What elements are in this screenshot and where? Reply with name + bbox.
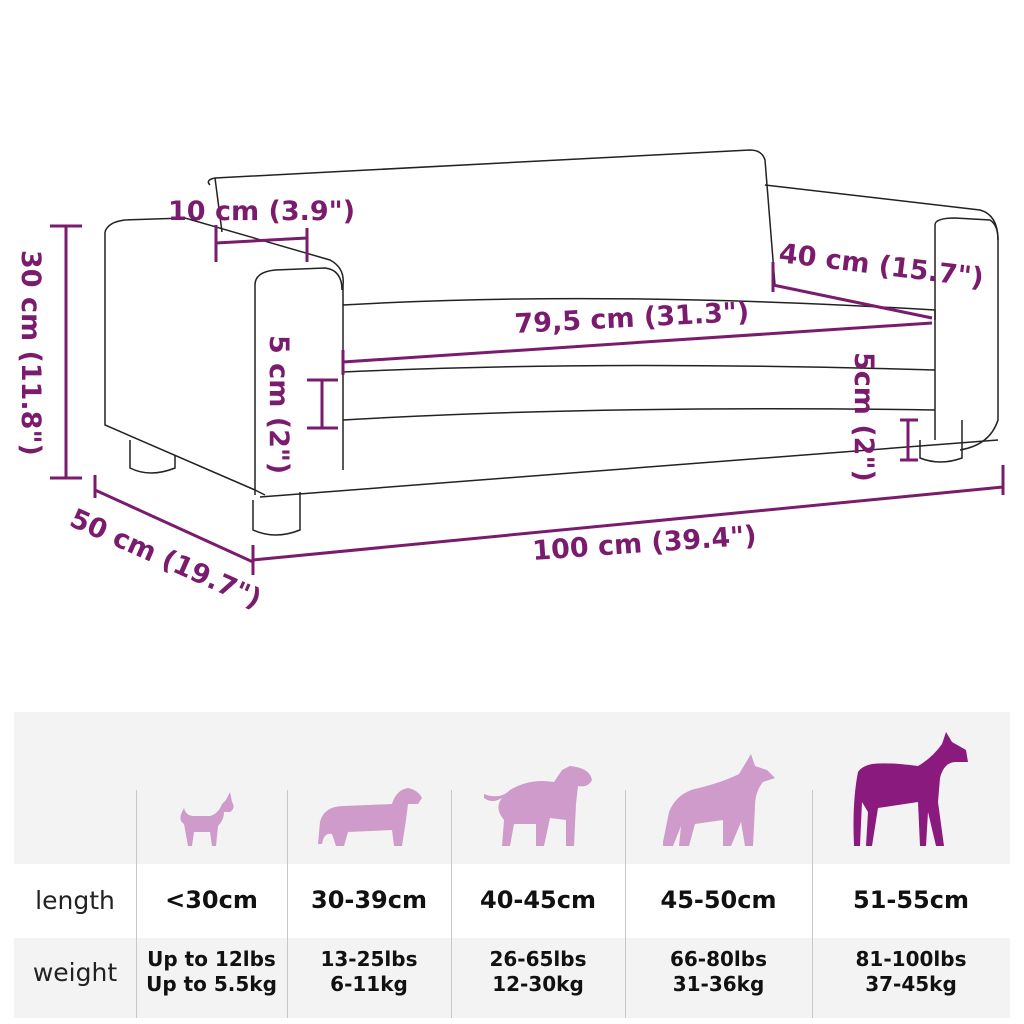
great-dane-icon — [853, 732, 968, 846]
weight-kg: 37-45kg — [865, 972, 957, 996]
weight-cell: Up to 12lbs Up to 5.5kg — [136, 947, 287, 997]
dimension-lines — [50, 224, 1005, 575]
bull-terrier-icon — [484, 766, 592, 846]
weight-cell: 81-100lbs 37-45kg — [812, 947, 1010, 997]
weight-cell: 66-80lbs 31-36kg — [625, 947, 812, 997]
chihuahua-icon — [180, 792, 234, 846]
weight-kg: 6-11kg — [330, 972, 408, 996]
dachshund-icon — [318, 788, 422, 846]
length-cell: 40-45cm — [480, 886, 596, 914]
width-label: 100 cm (39.4") — [531, 520, 757, 567]
weight-cell: 26-65lbs 12-30kg — [451, 947, 625, 997]
weight-lbs: 26-65lbs — [489, 947, 587, 971]
weight-lbs: Up to 12lbs — [147, 947, 276, 971]
column-divider — [287, 790, 288, 1018]
length-row — [14, 864, 1010, 938]
sofa-dimension-drawing: 10 cm (3.9") 40 cm (15.7") 79,5 cm (31.3… — [15, 149, 1005, 615]
seat-depth-label: 40 cm (15.7") — [777, 238, 985, 294]
length-cell: 30-39cm — [311, 886, 427, 914]
column-divider — [625, 790, 626, 1018]
length-cell: <30cm — [165, 886, 258, 914]
column-divider — [451, 790, 452, 1018]
weight-kg: Up to 5.5kg — [146, 972, 277, 996]
height-label: 30 cm (11.8") — [15, 250, 46, 456]
leg-height-label: 5cm (2") — [848, 352, 879, 482]
weight-kg: 31-36kg — [672, 972, 765, 996]
cushion-thickness-label: 5 cm (2") — [263, 335, 294, 474]
column-divider — [812, 790, 813, 1018]
back-thickness-label: 10 cm (3.9") — [168, 196, 355, 227]
length-cell: 45-50cm — [660, 886, 777, 914]
shepherd-icon — [663, 754, 775, 846]
weight-cell: 13-25lbs 6-11kg — [287, 947, 451, 997]
seat-width-label: 79,5 cm (31.3") — [514, 297, 750, 340]
column-divider — [136, 790, 137, 1018]
weight-lbs: 81-100lbs — [855, 947, 967, 971]
weight-lbs: 66-80lbs — [669, 947, 768, 971]
length-cell: 51-55cm — [853, 886, 969, 914]
weight-lbs: 13-25lbs — [320, 947, 418, 971]
depth-label: 50 cm (19.7") — [65, 503, 266, 615]
sofa-outline — [104, 149, 999, 536]
dog-size-table: length weight <30cm 30-39cm 40-45cm 45-5… — [14, 712, 1010, 1018]
weight-row-label: weight — [32, 958, 118, 987]
weight-kg: 12-30kg — [492, 972, 584, 996]
length-row-label: length — [35, 886, 115, 915]
